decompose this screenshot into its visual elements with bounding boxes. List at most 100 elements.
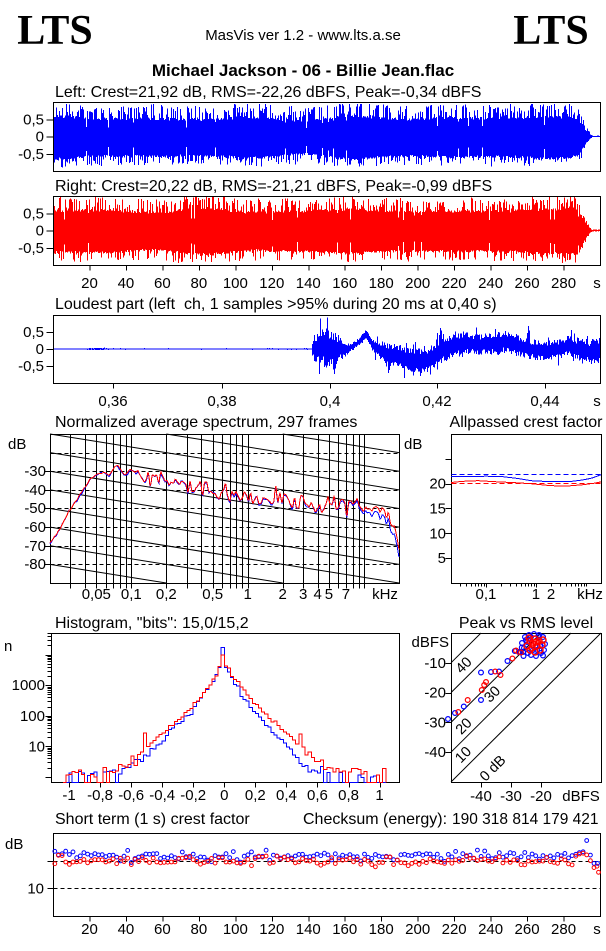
svg-text:Right: Crest=20,22 dB, RMS=-21: Right: Crest=20,22 dB, RMS=-21,21 dBFS, … xyxy=(55,178,492,195)
svg-text:0,44: 0,44 xyxy=(530,393,559,410)
svg-text:180: 180 xyxy=(369,921,394,938)
svg-text:-30: -30 xyxy=(500,788,522,805)
svg-text:1000: 1000 xyxy=(12,677,45,694)
svg-text:120: 120 xyxy=(259,921,284,938)
svg-text:-0,5: -0,5 xyxy=(18,358,44,375)
svg-text:40: 40 xyxy=(118,275,135,292)
svg-text:140: 140 xyxy=(296,921,321,938)
svg-text:-60: -60 xyxy=(24,519,46,536)
svg-text:0,5: 0,5 xyxy=(23,205,44,222)
svg-text:0,2: 0,2 xyxy=(245,787,266,804)
svg-text:280: 280 xyxy=(551,275,576,292)
svg-text:kHz: kHz xyxy=(577,586,603,603)
svg-text:10: 10 xyxy=(429,525,446,542)
svg-text:3: 3 xyxy=(299,586,307,603)
svg-text:s: s xyxy=(593,393,601,410)
svg-text:Normalized average spectrum, 2: Normalized average spectrum, 297 frames xyxy=(55,414,357,431)
svg-text:dB: dB xyxy=(404,436,422,453)
svg-text:-0,8: -0,8 xyxy=(87,787,113,804)
svg-text:140: 140 xyxy=(296,275,321,292)
svg-text:Histogram, "bits": 15,0/15,2: Histogram, "bits": 15,0/15,2 xyxy=(55,615,249,632)
svg-text:Left: Crest=21,92 dB, RMS=-22,: Left: Crest=21,92 dB, RMS=-22,26 dBFS, P… xyxy=(55,84,481,101)
svg-text:220: 220 xyxy=(442,921,467,938)
svg-text:-0,6: -0,6 xyxy=(118,787,144,804)
svg-text:dB: dB xyxy=(8,436,26,453)
svg-text:Short term (1 s) crest factor: Short term (1 s) crest factor xyxy=(55,811,250,828)
svg-text:Loudest part (left ch, 1 samp: Loudest part (left ch, 1 samples >95% du… xyxy=(55,296,497,313)
svg-text:200: 200 xyxy=(405,275,430,292)
svg-text:60: 60 xyxy=(154,275,171,292)
svg-text:200: 200 xyxy=(405,921,430,938)
svg-text:2: 2 xyxy=(547,586,555,603)
svg-text:Allpassed crest factor: Allpassed crest factor xyxy=(450,414,604,431)
svg-text:-1: -1 xyxy=(62,787,75,804)
svg-text:100: 100 xyxy=(223,275,248,292)
svg-text:0: 0 xyxy=(220,787,228,804)
svg-text:Michael Jackson - 06 - Billie: Michael Jackson - 06 - Billie Jean.flac xyxy=(152,61,454,80)
svg-text:20: 20 xyxy=(81,921,98,938)
svg-text:1: 1 xyxy=(243,586,251,603)
svg-text:0,05: 0,05 xyxy=(82,586,111,603)
svg-text:4: 4 xyxy=(314,586,322,603)
svg-text:2: 2 xyxy=(278,586,286,603)
svg-text:40: 40 xyxy=(118,921,135,938)
svg-text:n: n xyxy=(4,638,12,655)
svg-text:260: 260 xyxy=(515,275,540,292)
svg-text:20: 20 xyxy=(429,476,446,493)
svg-text:1: 1 xyxy=(532,586,540,603)
svg-text:-40: -40 xyxy=(24,482,46,499)
svg-text:1: 1 xyxy=(375,787,383,804)
svg-text:0,38: 0,38 xyxy=(207,393,236,410)
svg-text:-20: -20 xyxy=(424,685,446,702)
svg-text:0: 0 xyxy=(36,129,44,146)
svg-text:dB: dB xyxy=(5,836,23,853)
svg-text:220: 220 xyxy=(442,275,467,292)
svg-text:LTS: LTS xyxy=(513,8,589,54)
svg-text:-0,4: -0,4 xyxy=(149,787,175,804)
svg-text:-10: -10 xyxy=(424,655,446,672)
svg-text:100: 100 xyxy=(20,708,45,725)
svg-text:7: 7 xyxy=(342,586,350,603)
svg-text:240: 240 xyxy=(478,921,503,938)
svg-text:dBFS: dBFS xyxy=(562,788,600,805)
svg-text:-0,2: -0,2 xyxy=(180,787,206,804)
svg-text:0: 0 xyxy=(36,223,44,240)
svg-text:0,8: 0,8 xyxy=(338,787,359,804)
svg-text:-30: -30 xyxy=(24,463,46,480)
svg-text:0,1: 0,1 xyxy=(121,586,142,603)
svg-text:-40: -40 xyxy=(424,744,446,761)
svg-text:-40: -40 xyxy=(470,788,492,805)
svg-text:180: 180 xyxy=(369,275,394,292)
svg-text:dBFS: dBFS xyxy=(411,634,449,651)
svg-text:0,5: 0,5 xyxy=(23,324,44,341)
svg-text:160: 160 xyxy=(332,275,357,292)
svg-text:Peak vs RMS level: Peak vs RMS level xyxy=(459,615,593,632)
svg-text:s: s xyxy=(593,921,601,938)
svg-text:10: 10 xyxy=(27,880,44,897)
svg-text:-80: -80 xyxy=(24,556,46,573)
svg-text:100: 100 xyxy=(223,921,248,938)
svg-text:160: 160 xyxy=(332,921,357,938)
svg-text:0,4: 0,4 xyxy=(320,393,341,410)
svg-text:-30: -30 xyxy=(424,714,446,731)
svg-text:-50: -50 xyxy=(24,500,46,517)
svg-text:Checksum (energy):: Checksum (energy): xyxy=(303,811,447,828)
svg-text:120: 120 xyxy=(259,275,284,292)
svg-text:15: 15 xyxy=(429,501,446,518)
svg-text:0: 0 xyxy=(36,341,44,358)
svg-text:0,4: 0,4 xyxy=(276,787,297,804)
svg-text:0,2: 0,2 xyxy=(156,586,177,603)
svg-text:-0,5: -0,5 xyxy=(18,240,44,257)
svg-text:MasVis ver 1.2 - www.lts.a.se: MasVis ver 1.2 - www.lts.a.se xyxy=(205,27,401,44)
svg-text:80: 80 xyxy=(191,275,208,292)
svg-text:0,6: 0,6 xyxy=(307,787,328,804)
svg-text:s: s xyxy=(593,275,601,292)
svg-text:0,5: 0,5 xyxy=(23,111,44,128)
svg-text:LTS: LTS xyxy=(17,8,93,54)
svg-text:0,5: 0,5 xyxy=(202,586,223,603)
svg-text:kHz: kHz xyxy=(372,586,398,603)
svg-text:-0,5: -0,5 xyxy=(18,146,44,163)
svg-text:240: 240 xyxy=(478,275,503,292)
svg-text:60: 60 xyxy=(154,921,171,938)
svg-text:280: 280 xyxy=(551,921,576,938)
